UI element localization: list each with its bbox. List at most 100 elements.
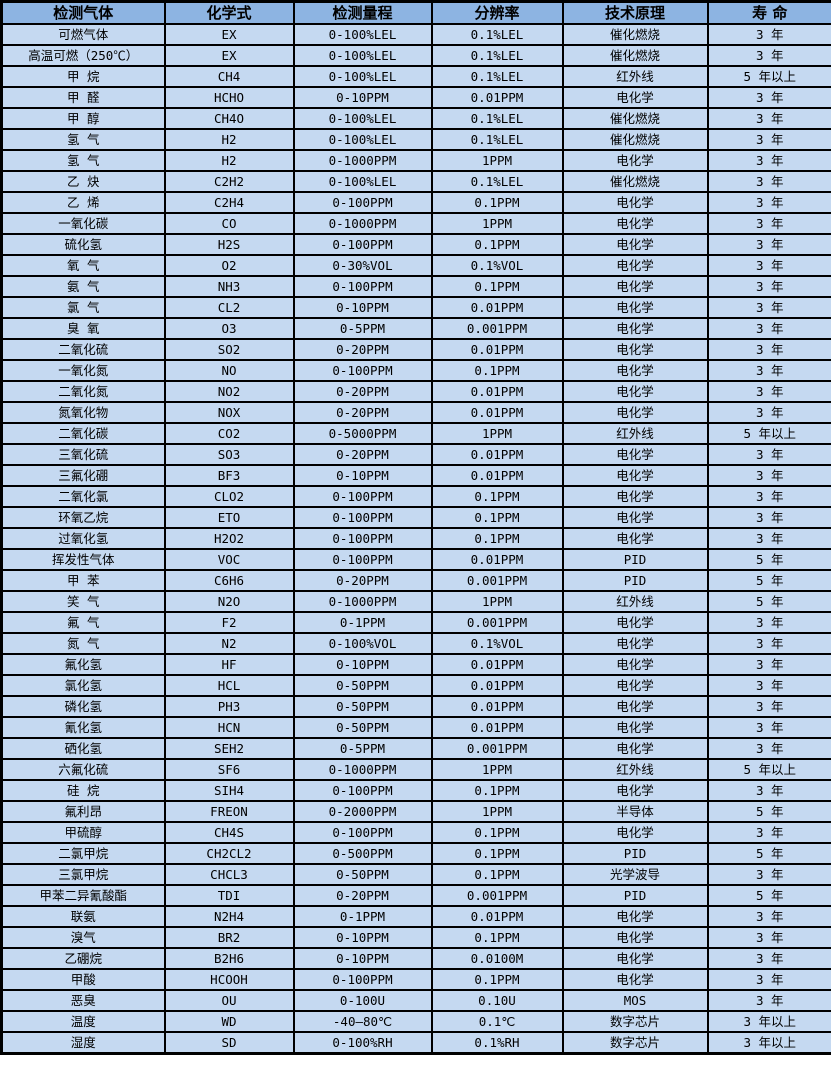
cell-principle: 电化学: [561, 527, 709, 550]
cell-gas: 甲 醛: [0, 86, 166, 109]
cell-principle: 电化学: [561, 632, 709, 655]
cell-range: 0-100PPM: [292, 233, 433, 256]
cell-resolution: 0.1%VOL: [430, 632, 564, 655]
cell-lifespan: 3 年: [706, 212, 831, 235]
cell-resolution: 0.01PPM: [430, 380, 564, 403]
cell-gas: 甲 烷: [0, 65, 166, 88]
cell-formula: CO2: [163, 422, 295, 445]
cell-gas: 氨 气: [0, 275, 166, 298]
table-row: 乙硼烷 B2H6 0-10PPM 0.0100M 电化学 3 年: [0, 947, 831, 970]
cell-resolution: 0.1%VOL: [430, 254, 564, 277]
cell-lifespan: 3 年: [706, 380, 831, 403]
cell-gas: 甲硫醇: [0, 821, 166, 844]
cell-range: 0-10PPM: [292, 653, 433, 676]
cell-range: 0-100PPM: [292, 275, 433, 298]
cell-resolution: 0.01PPM: [430, 695, 564, 718]
cell-resolution: 0.01PPM: [430, 464, 564, 487]
cell-resolution: 0.01PPM: [430, 653, 564, 676]
cell-formula: SD: [163, 1031, 295, 1055]
cell-range: 0-100PPM: [292, 821, 433, 844]
table-header: 检测气体 化学式 检测量程 分辨率 技术原理 寿 命: [0, 0, 831, 25]
table-row: 二氧化碳 CO2 0-5000PPM 1PPM 红外线 5 年以上: [0, 422, 831, 445]
cell-gas: 磷化氢: [0, 695, 166, 718]
table-row: 甲 醇 CH4O 0-100%LEL 0.1%LEL 催化燃烧 3 年: [0, 107, 831, 130]
cell-range: 0-50PPM: [292, 863, 433, 886]
table-row: 六氟化硫 SF6 0-1000PPM 1PPM 红外线 5 年以上: [0, 758, 831, 781]
cell-formula: ETO: [163, 506, 295, 529]
table-row: 三氟化硼 BF3 0-10PPM 0.01PPM 电化学 3 年: [0, 464, 831, 487]
table-row: 二氧化氯 CLO2 0-100PPM 0.1PPM 电化学 3 年: [0, 485, 831, 508]
cell-lifespan: 3 年: [706, 779, 831, 802]
cell-resolution: 1PPM: [430, 590, 564, 613]
cell-lifespan: 3 年: [706, 695, 831, 718]
cell-formula: PH3: [163, 695, 295, 718]
table-row: 甲 苯 C6H6 0-20PPM 0.001PPM PID 5 年: [0, 569, 831, 592]
cell-gas: 氮 气: [0, 632, 166, 655]
cell-lifespan: 3 年: [706, 359, 831, 382]
cell-gas: 可燃气体: [0, 23, 166, 46]
cell-lifespan: 3 年: [706, 527, 831, 550]
cell-range: 0-10PPM: [292, 947, 433, 970]
cell-lifespan: 5 年: [706, 569, 831, 592]
cell-range: 0-10PPM: [292, 464, 433, 487]
cell-principle: 电化学: [561, 296, 709, 319]
cell-lifespan: 3 年: [706, 611, 831, 634]
cell-gas: 高温可燃（250℃）: [0, 44, 166, 67]
column-header-lifespan: 寿 命: [706, 0, 831, 25]
cell-gas: 氢 气: [0, 149, 166, 172]
cell-principle: 电化学: [561, 233, 709, 256]
table-row: 挥发性气体 VOC 0-100PPM 0.01PPM PID 5 年: [0, 548, 831, 571]
cell-resolution: 0.1%LEL: [430, 170, 564, 193]
cell-resolution: 0.10U: [430, 989, 564, 1012]
cell-range: 0-5000PPM: [292, 422, 433, 445]
cell-formula: O3: [163, 317, 295, 340]
table-row: 甲 醛 HCHO 0-10PPM 0.01PPM 电化学 3 年: [0, 86, 831, 109]
cell-resolution: 1PPM: [430, 800, 564, 823]
cell-lifespan: 3 年: [706, 905, 831, 928]
cell-principle: 催化燃烧: [561, 44, 709, 67]
cell-range: 0-100PPM: [292, 527, 433, 550]
cell-lifespan: 3 年: [706, 296, 831, 319]
cell-principle: 电化学: [561, 380, 709, 403]
cell-lifespan: 3 年: [706, 44, 831, 67]
cell-gas: 氰化氢: [0, 716, 166, 739]
cell-resolution: 0.01PPM: [430, 86, 564, 109]
cell-gas: 挥发性气体: [0, 548, 166, 571]
cell-formula: BF3: [163, 464, 295, 487]
cell-gas: 三氯甲烷: [0, 863, 166, 886]
cell-gas: 乙 烯: [0, 191, 166, 214]
cell-gas: 六氟化硫: [0, 758, 166, 781]
table-row: 氮 气 N2 0-100%VOL 0.1%VOL 电化学 3 年: [0, 632, 831, 655]
cell-lifespan: 5 年以上: [706, 422, 831, 445]
cell-principle: 电化学: [561, 695, 709, 718]
cell-principle: 电化学: [561, 485, 709, 508]
cell-formula: NO: [163, 359, 295, 382]
cell-range: 0-100%LEL: [292, 65, 433, 88]
cell-gas: 二氧化碳: [0, 422, 166, 445]
cell-range: 0-20PPM: [292, 443, 433, 466]
cell-principle: 电化学: [561, 506, 709, 529]
cell-resolution: 0.1PPM: [430, 275, 564, 298]
cell-resolution: 0.1PPM: [430, 842, 564, 865]
cell-range: 0-1PPM: [292, 611, 433, 634]
cell-formula: HCHO: [163, 86, 295, 109]
cell-formula: C2H2: [163, 170, 295, 193]
cell-principle: 电化学: [561, 947, 709, 970]
cell-resolution: 0.01PPM: [430, 401, 564, 424]
cell-principle: PID: [561, 842, 709, 865]
cell-resolution: 0.0100M: [430, 947, 564, 970]
cell-formula: CHCL3: [163, 863, 295, 886]
cell-resolution: 0.001PPM: [430, 737, 564, 760]
table-row: 一氧化氮 NO 0-100PPM 0.1PPM 电化学 3 年: [0, 359, 831, 382]
cell-range: 0-20PPM: [292, 380, 433, 403]
cell-gas: 乙硼烷: [0, 947, 166, 970]
cell-resolution: 0.01PPM: [430, 443, 564, 466]
cell-lifespan: 3 年: [706, 989, 831, 1012]
cell-principle: 催化燃烧: [561, 128, 709, 151]
cell-lifespan: 3 年: [706, 401, 831, 424]
cell-resolution: 0.1PPM: [430, 527, 564, 550]
cell-principle: 电化学: [561, 926, 709, 949]
cell-resolution: 0.1PPM: [430, 233, 564, 256]
cell-resolution: 0.1PPM: [430, 506, 564, 529]
table-row: 环氧乙烷 ETO 0-100PPM 0.1PPM 电化学 3 年: [0, 506, 831, 529]
